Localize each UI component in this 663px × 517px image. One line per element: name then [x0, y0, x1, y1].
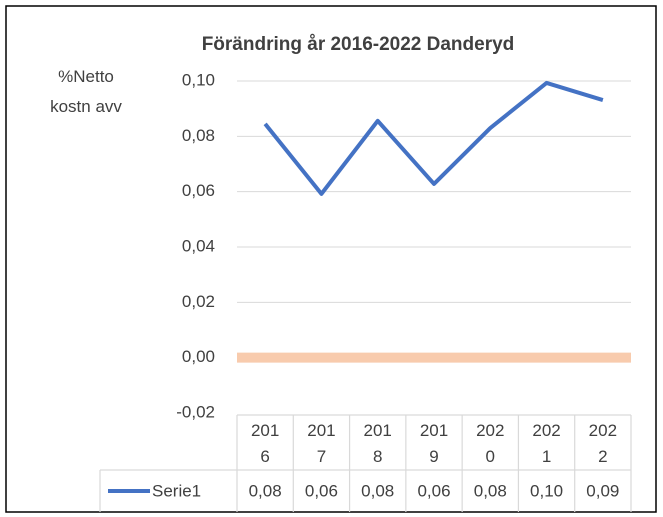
data-table-value: 0,06	[305, 481, 338, 500]
data-table-value: 0,06	[417, 481, 450, 500]
line-series	[263, 80, 604, 196]
chart-title: Förändring år 2016-2022 Danderyd	[202, 34, 515, 55]
x-tick-label: 2017	[307, 421, 336, 466]
data-table-value: 0,08	[361, 481, 394, 500]
y-axis-title: %Netto kostn avv	[50, 67, 122, 116]
x-tick-label: 2016	[250, 421, 280, 466]
data-table-value: 0,10	[530, 481, 563, 500]
legend-label: Serie1	[152, 481, 201, 500]
x-tick-label: 2022	[588, 421, 618, 466]
y-tick-label: 0,10	[182, 70, 215, 89]
y-tick-label: 0,08	[182, 126, 215, 145]
data-table-value: 0,08	[249, 481, 282, 500]
x-tick-label: 2020	[476, 421, 505, 466]
y-tick-label: 0,06	[182, 181, 215, 200]
y-tick-label: 0,00	[182, 347, 215, 366]
chart-border	[5, 5, 657, 513]
x-tick-label: 2018	[363, 421, 392, 466]
data-table-value: 0,09	[586, 481, 619, 500]
data-table-value: 0,08	[474, 481, 507, 500]
x-tick-label: 2019	[419, 421, 449, 466]
y-tick-label: 0,02	[182, 292, 215, 311]
x-tick-label: 2021	[532, 421, 561, 466]
y-tick-label: 0,04	[182, 236, 215, 255]
y-tick-label: -0,02	[176, 402, 215, 421]
